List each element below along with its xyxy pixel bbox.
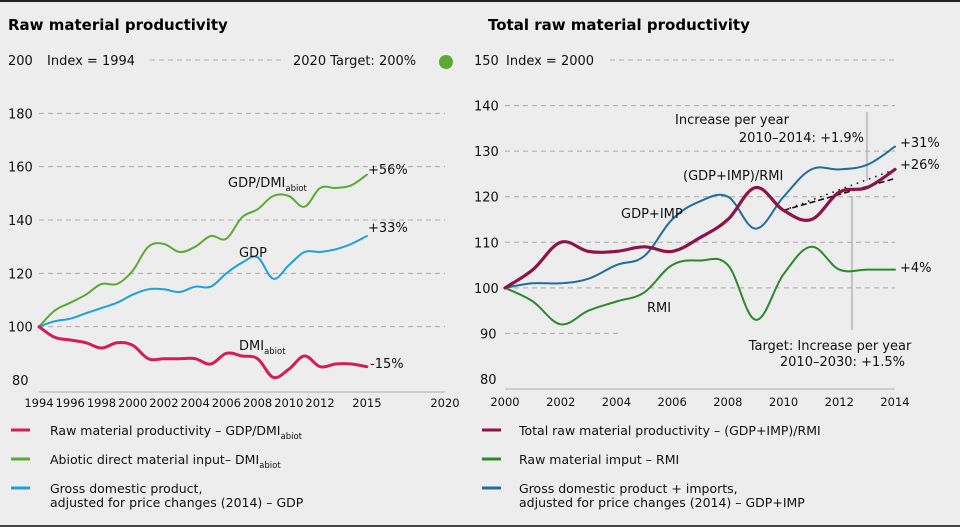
left-series-line-gdp: [38, 235, 368, 328]
left-chart-title: Raw material productivity: [8, 16, 228, 34]
right-end-label: +4%: [900, 261, 932, 276]
trend-line-actual-1.9: [783, 168, 896, 212]
left-xtick-label: 2020: [430, 396, 459, 410]
left-series-line-dmiabiot: [37, 325, 369, 380]
left-end-label: -15%: [370, 357, 404, 372]
left-ytick-label: 80: [12, 374, 29, 389]
top-border: [0, 0, 960, 2]
left-series-line-gdp-dmiabiot: [38, 173, 368, 328]
left-xtick-label: 2004: [181, 396, 210, 410]
left-xtick-label: 2002: [149, 396, 178, 410]
annotation-increase-value: 2010–2014: +1.9%: [739, 131, 864, 146]
annotation-increase-title: Increase per year: [675, 113, 790, 128]
right-xtick-label: 2006: [658, 395, 687, 409]
right-legend-label: Gross domestic product + imports,: [519, 481, 738, 496]
right-ytick-label: 110: [474, 236, 499, 251]
right-ytick-label: 150: [474, 54, 499, 69]
right-xtick-label: 2008: [713, 395, 742, 409]
right-legend-label: Raw material imput – RMI: [519, 452, 679, 467]
series-label-gdp: GDP: [239, 246, 267, 261]
left-legend-label: Raw material productivity – GDP/DMIabiot: [50, 423, 303, 442]
right-series-line--gdp-imp-rmi: [503, 167, 897, 290]
left-ytick-label: 160: [8, 161, 33, 176]
left-xtick-label: 2010: [274, 396, 303, 410]
left-legend-label: Abiotic direct material input– DMIabiot: [50, 452, 281, 471]
right-xtick-label: 2010: [769, 395, 798, 409]
series-label-rmi: RMI: [647, 301, 671, 316]
left-xtick-label: 2000: [118, 396, 147, 410]
series-label-gdp-dmi: GDP/DMIabiot: [228, 176, 308, 194]
left-xtick-label: 2012: [305, 396, 334, 410]
right-ytick-label: 120: [474, 191, 499, 206]
right-ytick-label: 90: [480, 327, 497, 342]
left-xtick-label: 1996: [56, 396, 85, 410]
series-label-productivity: (GDP+IMP)/RMI: [683, 169, 783, 184]
right-ytick-label: 140: [474, 100, 499, 115]
trend-line-target-1.5: [783, 177, 896, 212]
left-end-label: +56%: [368, 163, 408, 178]
right-ytick-label: 130: [474, 145, 499, 160]
right-xtick-label: 2014: [880, 395, 909, 409]
right-series-line-gdp-imp: [504, 145, 896, 289]
left-ytick-label: 100: [8, 321, 33, 336]
bottom-border: [0, 525, 960, 527]
left-legend-label: Gross domestic product,: [50, 481, 202, 496]
series-label-dmi: DMIabiot: [239, 339, 286, 357]
target-2020-marker: [439, 55, 453, 69]
right-xtick-label: 2002: [546, 395, 575, 409]
right-index-label: Index = 2000: [506, 54, 594, 69]
right-end-label: +31%: [900, 136, 940, 151]
left-target-label: 2020 Target: 200%: [293, 54, 416, 69]
left-index-label: Index = 1994: [47, 54, 135, 69]
right-legend-label-line2: adjusted for price changes (2014) – GDP+…: [519, 495, 805, 510]
left-xtick-label: 2015: [352, 396, 381, 410]
left-xtick-label: 2006: [212, 396, 241, 410]
left-xtick-label: 2008: [243, 396, 272, 410]
right-ytick-label: 100: [474, 282, 499, 297]
left-legend-label-line2: adjusted for price changes (2014) – GDP: [50, 495, 304, 510]
right-end-label: +26%: [900, 158, 940, 173]
right-xtick-label: 2000: [490, 395, 519, 409]
right-series-line-rmi: [504, 245, 896, 326]
right-ytick-label: 80: [480, 373, 497, 388]
left-ytick-label: 200: [8, 54, 33, 69]
left-ytick-label: 120: [8, 267, 33, 282]
left-xtick-label: 1994: [24, 396, 53, 410]
left-xtick-label: 1998: [87, 396, 116, 410]
right-chart-title: Total raw material productivity: [488, 16, 750, 34]
annotation-target-value: 2010–2030: +1.5%: [780, 355, 905, 370]
right-xtick-label: 2004: [602, 395, 631, 409]
left-end-label: +33%: [368, 221, 408, 236]
series-label-gdp-imp: GDP+IMP: [621, 207, 683, 222]
right-xtick-label: 2012: [825, 395, 854, 409]
left-ytick-label: 140: [8, 214, 33, 229]
left-ytick-label: 180: [8, 107, 33, 122]
annotation-target-title: Target: Increase per year: [748, 339, 912, 354]
right-legend-label: Total raw material productivity – (GDP+I…: [518, 423, 821, 438]
